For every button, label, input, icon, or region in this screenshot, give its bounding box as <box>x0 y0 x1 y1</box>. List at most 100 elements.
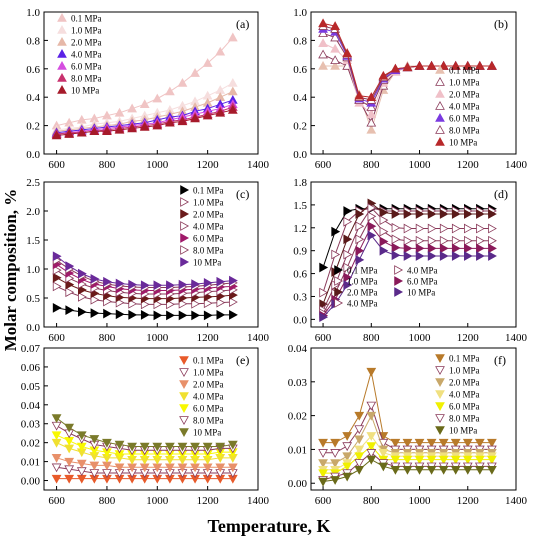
legend-label: 4.0 MPa <box>193 222 224 232</box>
data-point <box>64 437 75 446</box>
data-point <box>177 442 188 452</box>
legend-marker <box>334 265 344 275</box>
data-point <box>366 367 377 377</box>
data-point <box>366 432 377 441</box>
legend-label: 6.0 MPa <box>193 234 224 244</box>
legend-marker <box>180 197 190 207</box>
data-point <box>318 459 328 468</box>
data-point <box>78 285 87 295</box>
legend-label: 10 MPa <box>71 86 99 96</box>
legend: 0.1 MPa 1.0 MPa 2.0 MPa 4.0 MPa 6.0 MPa 8.0 M… <box>180 185 224 268</box>
data-point <box>51 130 62 140</box>
data-point <box>64 474 75 484</box>
series <box>319 221 497 321</box>
legend-marker <box>179 368 189 378</box>
y-tick-label: 0.6 <box>293 269 307 281</box>
y-tick-label: 2.0 <box>26 206 40 218</box>
data-point <box>114 463 125 473</box>
data-point <box>153 280 163 291</box>
series <box>319 211 497 319</box>
data-point <box>367 203 377 213</box>
data-point <box>366 124 377 134</box>
data-point <box>342 432 353 441</box>
data-point <box>215 107 226 117</box>
y-tick-label: 0.0 <box>293 314 307 326</box>
data-point <box>318 438 328 448</box>
data-point <box>427 223 437 234</box>
legend-label: 1.0 MPa <box>71 26 102 36</box>
data-point <box>229 275 238 286</box>
x-tick-label: 1200 <box>197 495 220 507</box>
y-tick-label: 0.0 <box>26 322 40 334</box>
data-point <box>330 459 340 468</box>
data-point <box>52 251 62 262</box>
legend-label: 2.0 MPa <box>193 210 224 220</box>
data-point <box>343 234 353 245</box>
y-tick-label: 0.4 <box>26 92 40 104</box>
series <box>51 463 238 478</box>
data-point <box>331 226 341 237</box>
panel-frame <box>43 347 259 491</box>
data-point <box>165 117 175 127</box>
data-point <box>439 209 449 219</box>
data-point <box>451 251 461 261</box>
y-tick-label: 0.00 <box>288 478 308 490</box>
data-point <box>202 58 213 67</box>
legend-marker <box>394 287 404 297</box>
panel-2: 0.0 0.2 0.4 0.6 0.8 1.0 600 800 1000 1200 1400 (b) 0… <box>293 7 527 171</box>
data-point <box>202 442 213 452</box>
legend-label: 10 MPa <box>407 288 435 298</box>
panel-6: 0.00 0.01 0.02 0.03 0.04 600 800 1000 1200 1400 (f… <box>288 343 528 507</box>
legend-marker <box>179 416 189 426</box>
data-point <box>474 60 485 70</box>
x-axis-label: Temperature, K <box>207 516 331 536</box>
data-point <box>450 438 461 448</box>
data-point <box>166 280 175 291</box>
data-point <box>414 60 425 70</box>
data-point <box>474 455 485 465</box>
legend-marker <box>435 112 445 122</box>
y-tick-label: 0.0 <box>26 149 40 161</box>
legend-label: 0.1 MPa <box>449 66 480 76</box>
data-point <box>166 299 175 310</box>
data-point <box>487 438 497 448</box>
data-point <box>78 291 87 302</box>
data-point <box>165 442 175 452</box>
panel-label: (f) <box>494 353 506 367</box>
data-point <box>65 261 75 271</box>
data-point <box>415 243 425 254</box>
data-point <box>52 281 62 292</box>
legend-marker <box>394 265 404 275</box>
y-tick-label: 2.5 <box>26 177 40 189</box>
x-tick-label: 800 <box>363 332 380 344</box>
data-point <box>202 110 213 120</box>
data-point <box>114 124 125 134</box>
data-point <box>474 438 485 448</box>
data-point <box>379 215 389 226</box>
data-point <box>330 476 340 485</box>
x-tick-label: 800 <box>99 332 116 344</box>
legend-label: 2.0 MPa <box>347 288 378 298</box>
data-point <box>165 86 175 96</box>
x-tick-label: 1000 <box>146 495 169 507</box>
data-point <box>203 278 213 288</box>
legend-label: 1.0 MPa <box>193 198 224 208</box>
legend-marker <box>57 12 67 22</box>
legend-label: 8.0 MPa <box>449 126 480 136</box>
data-point <box>342 472 353 482</box>
data-point <box>343 272 353 283</box>
panel-frame <box>310 181 517 328</box>
data-point <box>140 299 150 310</box>
x-tick-label: 1000 <box>146 159 169 171</box>
data-point <box>354 452 365 462</box>
data-point <box>414 455 425 465</box>
x-tick-label: 1200 <box>457 332 480 344</box>
data-point <box>342 48 353 57</box>
data-point <box>450 60 461 70</box>
data-point <box>127 123 137 133</box>
x-tick-label: 1400 <box>505 159 528 171</box>
legend-label: 0.1 MPa <box>449 354 480 364</box>
legend-label: 0.1 MPa <box>347 266 378 276</box>
data-point <box>127 103 137 113</box>
